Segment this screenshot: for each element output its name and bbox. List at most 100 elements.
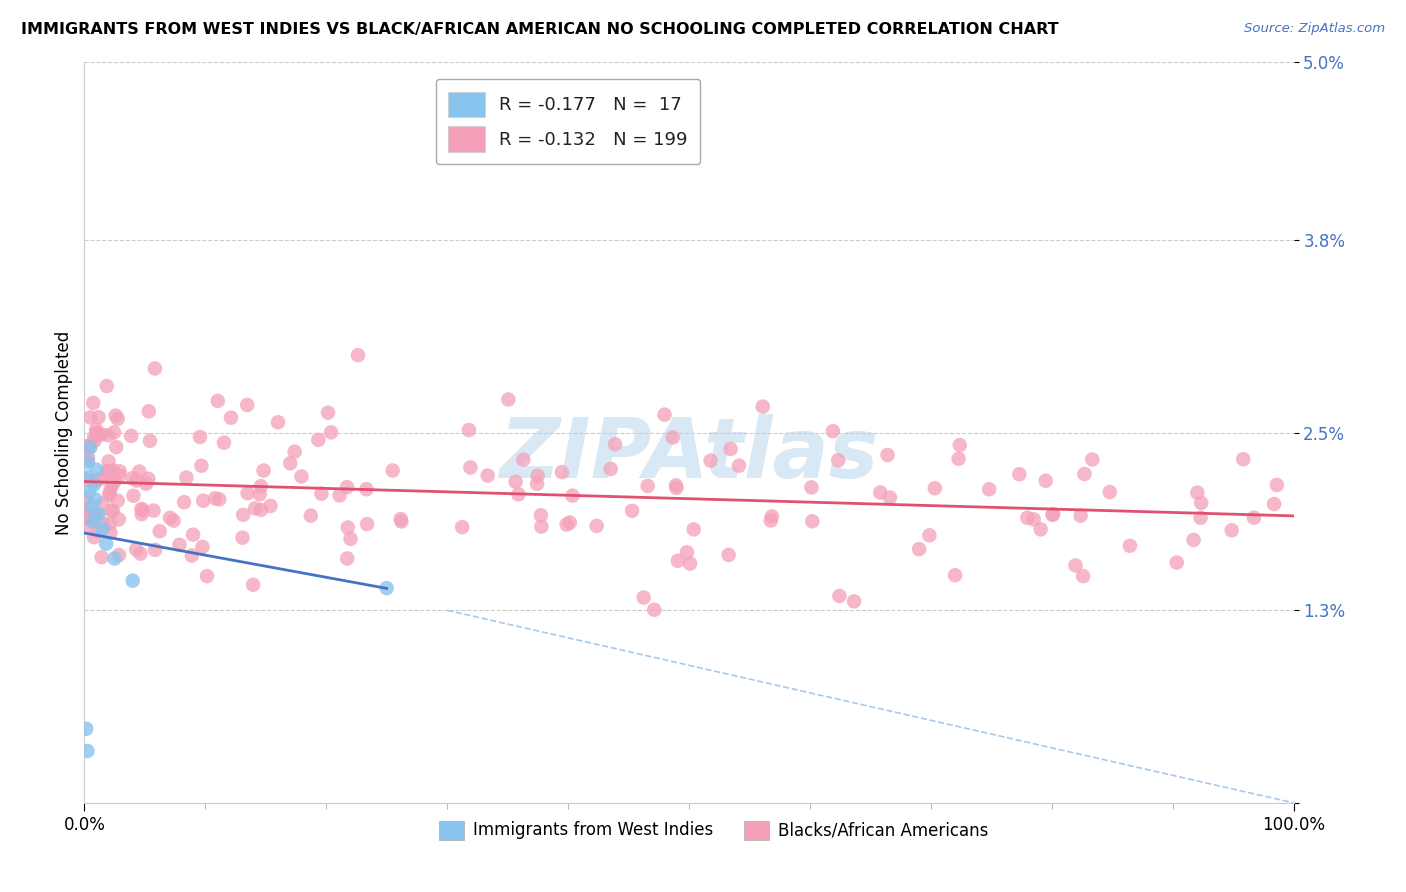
Point — [477, 468, 499, 483]
Point — [311, 486, 333, 500]
Point — [1071, 569, 1094, 583]
Point — [943, 568, 966, 582]
Point — [77, 450, 100, 465]
Point — [603, 437, 626, 451]
Point — [149, 524, 172, 539]
Point — [1008, 467, 1031, 482]
Point — [173, 495, 195, 509]
Point — [97, 464, 120, 478]
Point — [86, 425, 108, 440]
Point — [290, 469, 312, 483]
Point — [94, 470, 117, 484]
Point — [356, 482, 378, 496]
Point — [76, 470, 98, 484]
Point — [827, 453, 849, 467]
Point — [508, 487, 530, 501]
Point — [138, 472, 160, 486]
Point — [131, 502, 153, 516]
Point — [949, 438, 972, 452]
Point — [101, 463, 124, 477]
Point — [188, 430, 211, 444]
Point — [869, 485, 891, 500]
Point — [104, 551, 127, 566]
Point — [1081, 452, 1104, 467]
Point — [212, 435, 235, 450]
Point — [801, 514, 824, 528]
Point — [87, 410, 110, 425]
Point — [86, 507, 108, 521]
Y-axis label: No Schooling Completed: No Schooling Completed — [55, 331, 73, 534]
Point — [84, 507, 107, 521]
Point — [1243, 510, 1265, 524]
Point — [77, 455, 100, 469]
Point — [105, 440, 128, 454]
Point — [129, 547, 152, 561]
Point — [460, 460, 482, 475]
Point — [307, 433, 329, 447]
Point — [93, 517, 115, 532]
Point — [75, 507, 97, 521]
Point — [842, 594, 865, 608]
Point — [336, 480, 359, 494]
Point — [87, 507, 110, 521]
Point — [389, 515, 412, 529]
Point — [561, 489, 583, 503]
Point — [284, 444, 307, 458]
Point — [458, 423, 481, 437]
Point — [83, 530, 105, 544]
Point — [699, 453, 721, 467]
Point — [512, 452, 534, 467]
Point — [91, 522, 114, 536]
Point — [181, 527, 204, 541]
Point — [91, 497, 114, 511]
Point — [1042, 507, 1064, 521]
Point — [131, 503, 153, 517]
Point — [558, 516, 581, 530]
Point — [728, 458, 751, 473]
Point — [599, 462, 621, 476]
Point — [633, 591, 655, 605]
Point — [1187, 485, 1209, 500]
Point — [717, 548, 740, 562]
Point — [96, 465, 118, 479]
Point — [1265, 478, 1288, 492]
Point — [79, 441, 101, 455]
Point — [319, 425, 342, 440]
Point — [97, 454, 120, 468]
Point — [979, 482, 1001, 496]
Point — [679, 557, 702, 571]
Point — [876, 448, 898, 462]
Point — [77, 484, 100, 499]
Point — [761, 509, 783, 524]
Point — [278, 456, 301, 470]
Point — [924, 481, 946, 495]
Point — [643, 603, 665, 617]
Point — [97, 428, 120, 442]
Point — [84, 423, 107, 437]
Point — [1166, 556, 1188, 570]
Point — [86, 462, 108, 476]
Point — [125, 474, 148, 488]
Text: IMMIGRANTS FROM WEST INDIES VS BLACK/AFRICAN AMERICAN NO SCHOOLING COMPLETED COR: IMMIGRANTS FROM WEST INDIES VS BLACK/AFR… — [21, 22, 1059, 37]
Point — [121, 471, 143, 485]
Point — [1182, 533, 1205, 547]
Point — [87, 426, 110, 441]
Point — [76, 452, 98, 467]
Point — [662, 430, 685, 444]
Point — [96, 379, 118, 393]
Point — [665, 478, 688, 492]
Point — [142, 503, 165, 517]
Point — [190, 458, 212, 473]
Point — [87, 524, 110, 538]
Text: Immigrants from West Indies: Immigrants from West Indies — [472, 822, 713, 839]
Point — [80, 500, 103, 514]
Point — [250, 479, 273, 493]
Point — [125, 542, 148, 557]
Point — [1220, 524, 1243, 538]
Point — [176, 470, 198, 484]
Point — [108, 548, 131, 562]
Point — [82, 396, 104, 410]
Point — [682, 522, 704, 536]
Point — [83, 511, 105, 525]
Point — [207, 393, 229, 408]
